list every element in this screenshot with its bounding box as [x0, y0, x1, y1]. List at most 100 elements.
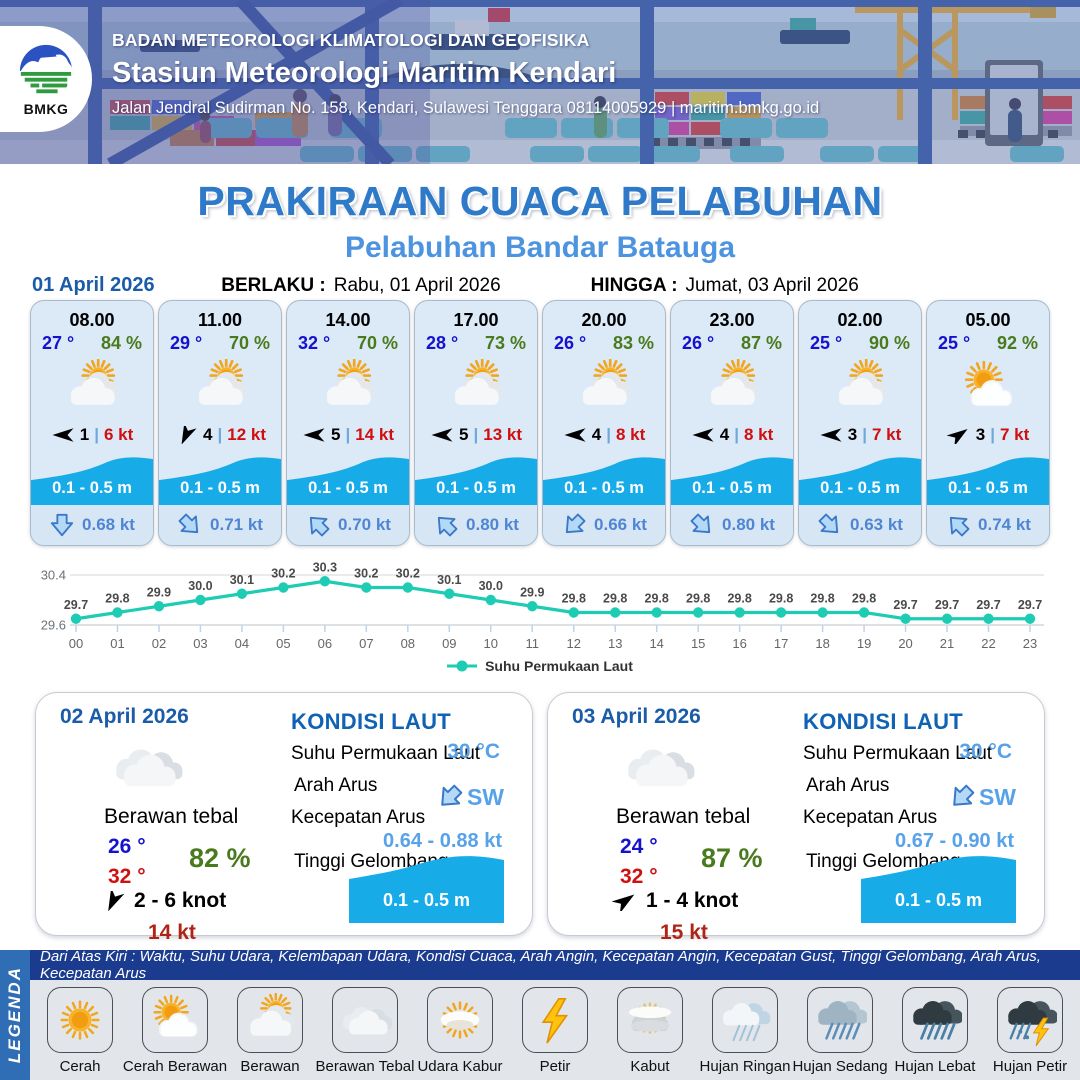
svg-text:02: 02 [152, 636, 166, 651]
wave-height-band: 0.1 - 0.5 m [543, 451, 665, 506]
wind-direction-icon [303, 428, 325, 442]
legend-item: Udara Kabur [415, 987, 505, 1080]
wave-height-band: 0.1 - 0.5 m [159, 451, 281, 506]
svg-text:03: 03 [193, 636, 207, 651]
daily-card-day2: 02 April 2026 Berawan tebal 26 ° 32 ° 82… [35, 692, 533, 944]
temp-min: 26 ° [108, 835, 146, 858]
wind-direction-icon [181, 425, 197, 444]
wind-speed: 5 [331, 424, 341, 444]
legend-item-label: Petir [539, 1058, 571, 1075]
wind-speed: 3 [847, 424, 858, 444]
svg-text:29.7: 29.7 [976, 598, 1000, 612]
svg-text:29.8: 29.8 [727, 592, 751, 606]
legend-item-label: Hujan Lebat [894, 1058, 976, 1075]
current-speed: 0.68 kt [82, 515, 135, 534]
wind-speed: 5 [459, 424, 469, 444]
current-speed-label: Kecepatan Arus [291, 807, 426, 828]
air-temperature: 29 ° [170, 333, 203, 353]
current-row: 0.80 kt [671, 505, 793, 545]
hourly-forecast-card: 08.00 27 ° 84 % 1 | 6 kt 0.1 - 0.5 m 0.6… [30, 300, 154, 546]
svg-text:30.2: 30.2 [271, 567, 295, 581]
station-address: Jalan Jendral Sudirman No. 158, Kendari,… [112, 99, 820, 117]
svg-text:29.6: 29.6 [41, 618, 66, 633]
wind-separator: | [94, 424, 99, 444]
wave-height-badge: 0.1 - 0.5 m [349, 851, 504, 923]
air-temperature: 27 ° [42, 333, 75, 353]
sst-label: Suhu Permukaan Laut [803, 743, 993, 764]
weather-icon [600, 731, 715, 803]
wave-height: 0.1 - 0.5 m [180, 479, 260, 498]
svg-text:01: 01 [110, 636, 124, 651]
wind-separator: | [734, 424, 739, 444]
sst-value: 30 °C [959, 740, 1012, 763]
legend-weather-icon [522, 987, 588, 1053]
forecast-time: 23.00 [709, 310, 755, 330]
wave-height: 0.1 - 0.5 m [692, 479, 772, 498]
current-speed: 0.80 kt [722, 515, 775, 534]
legend-item: Hujan Lebat [890, 987, 980, 1080]
day2-date: 02 April 2026 [60, 705, 189, 728]
svg-text:29.8: 29.8 [686, 592, 710, 606]
legend-weather-icon [47, 987, 113, 1053]
sst-value: 30 °C [447, 740, 500, 763]
gust-speed: 7 kt [871, 424, 902, 444]
wind-direction-icon [431, 428, 453, 442]
current-row: 0.63 kt [799, 505, 921, 545]
gust-speed: 15 kt [660, 921, 708, 944]
gust-speed: 8 kt [615, 424, 646, 444]
wind-speed: 1 [79, 424, 90, 444]
hourly-forecast-card: 02.00 25 ° 90 % 3 | 7 kt 0.1 - 0.5 m 0.6… [798, 300, 922, 546]
wave-height-badge: 0.1 - 0.5 m [861, 851, 1016, 923]
svg-text:16: 16 [732, 636, 746, 651]
svg-text:12: 12 [567, 636, 581, 651]
humidity: 83 % [612, 333, 654, 353]
humidity: 84 % [100, 333, 142, 353]
current-speed: 0.71 kt [210, 515, 263, 534]
wind-row: 3 | 7 kt [799, 421, 921, 448]
current-direction-icon [953, 784, 975, 806]
svg-text:15: 15 [691, 636, 705, 651]
hourly-forecast-card: 20.00 26 ° 83 % 4 | 8 kt 0.1 - 0.5 m 0.6… [542, 300, 666, 546]
current-speed-value: 0.67 - 0.90 kt [895, 830, 1014, 852]
hourly-forecast-card: 05.00 25 ° 92 % 3 | 7 kt 0.1 - 0.5 m 0.7… [926, 300, 1050, 546]
gust-speed: 12 kt [227, 424, 266, 444]
svg-text:22: 22 [981, 636, 995, 651]
gust-speed: 7 kt [999, 424, 1030, 444]
wind-range: 2 - 6 knot [134, 889, 227, 912]
wind-direction-icon [946, 428, 968, 444]
svg-text:20: 20 [898, 636, 912, 651]
wind-direction-icon [612, 894, 635, 911]
current-direction-icon [178, 513, 199, 534]
humidity: 90 % [868, 333, 910, 353]
svg-text:29.8: 29.8 [105, 592, 129, 606]
legend-item-label: Cerah [59, 1058, 101, 1075]
legend-item: Berawan [225, 987, 315, 1080]
wave-height-band: 0.1 - 0.5 m [31, 451, 153, 506]
daily-card-day3: 03 April 2026 Berawan tebal 24 ° 32 ° 87… [547, 692, 1045, 944]
wave-icon [543, 456, 665, 506]
current-direction-label: Arah Arus [294, 775, 378, 796]
current-row: 0.71 kt [159, 505, 281, 545]
wave-icon [861, 856, 1016, 923]
legend-item: Hujan Sedang [792, 987, 888, 1080]
legend-weather-icon [712, 987, 778, 1053]
svg-text:05: 05 [276, 636, 290, 651]
wind-row: 4 | 8 kt [671, 421, 793, 448]
legend-item-label: Cerah Berawan [122, 1058, 228, 1075]
wind-separator: | [345, 424, 351, 444]
wind-speed: 3 [975, 424, 986, 444]
current-speed: 0.63 kt [850, 515, 903, 534]
svg-text:29.8: 29.8 [645, 592, 669, 606]
legend-weather-icon [902, 987, 968, 1053]
legend-weather-icon [807, 987, 873, 1053]
forecast-time: 02.00 [837, 310, 883, 330]
legend-item-label: Hujan Sedang [792, 1058, 888, 1075]
forecast-time: 11.00 [197, 310, 243, 330]
port-illustration [0, 0, 1080, 164]
current-direction-icon [309, 516, 330, 537]
humidity: 73 % [484, 333, 526, 353]
wind-direction-icon [820, 428, 842, 442]
legend-item-label: Udara Kabur [417, 1058, 503, 1075]
wind-range: 1 - 4 knot [646, 889, 739, 912]
weather-icon [287, 354, 409, 421]
